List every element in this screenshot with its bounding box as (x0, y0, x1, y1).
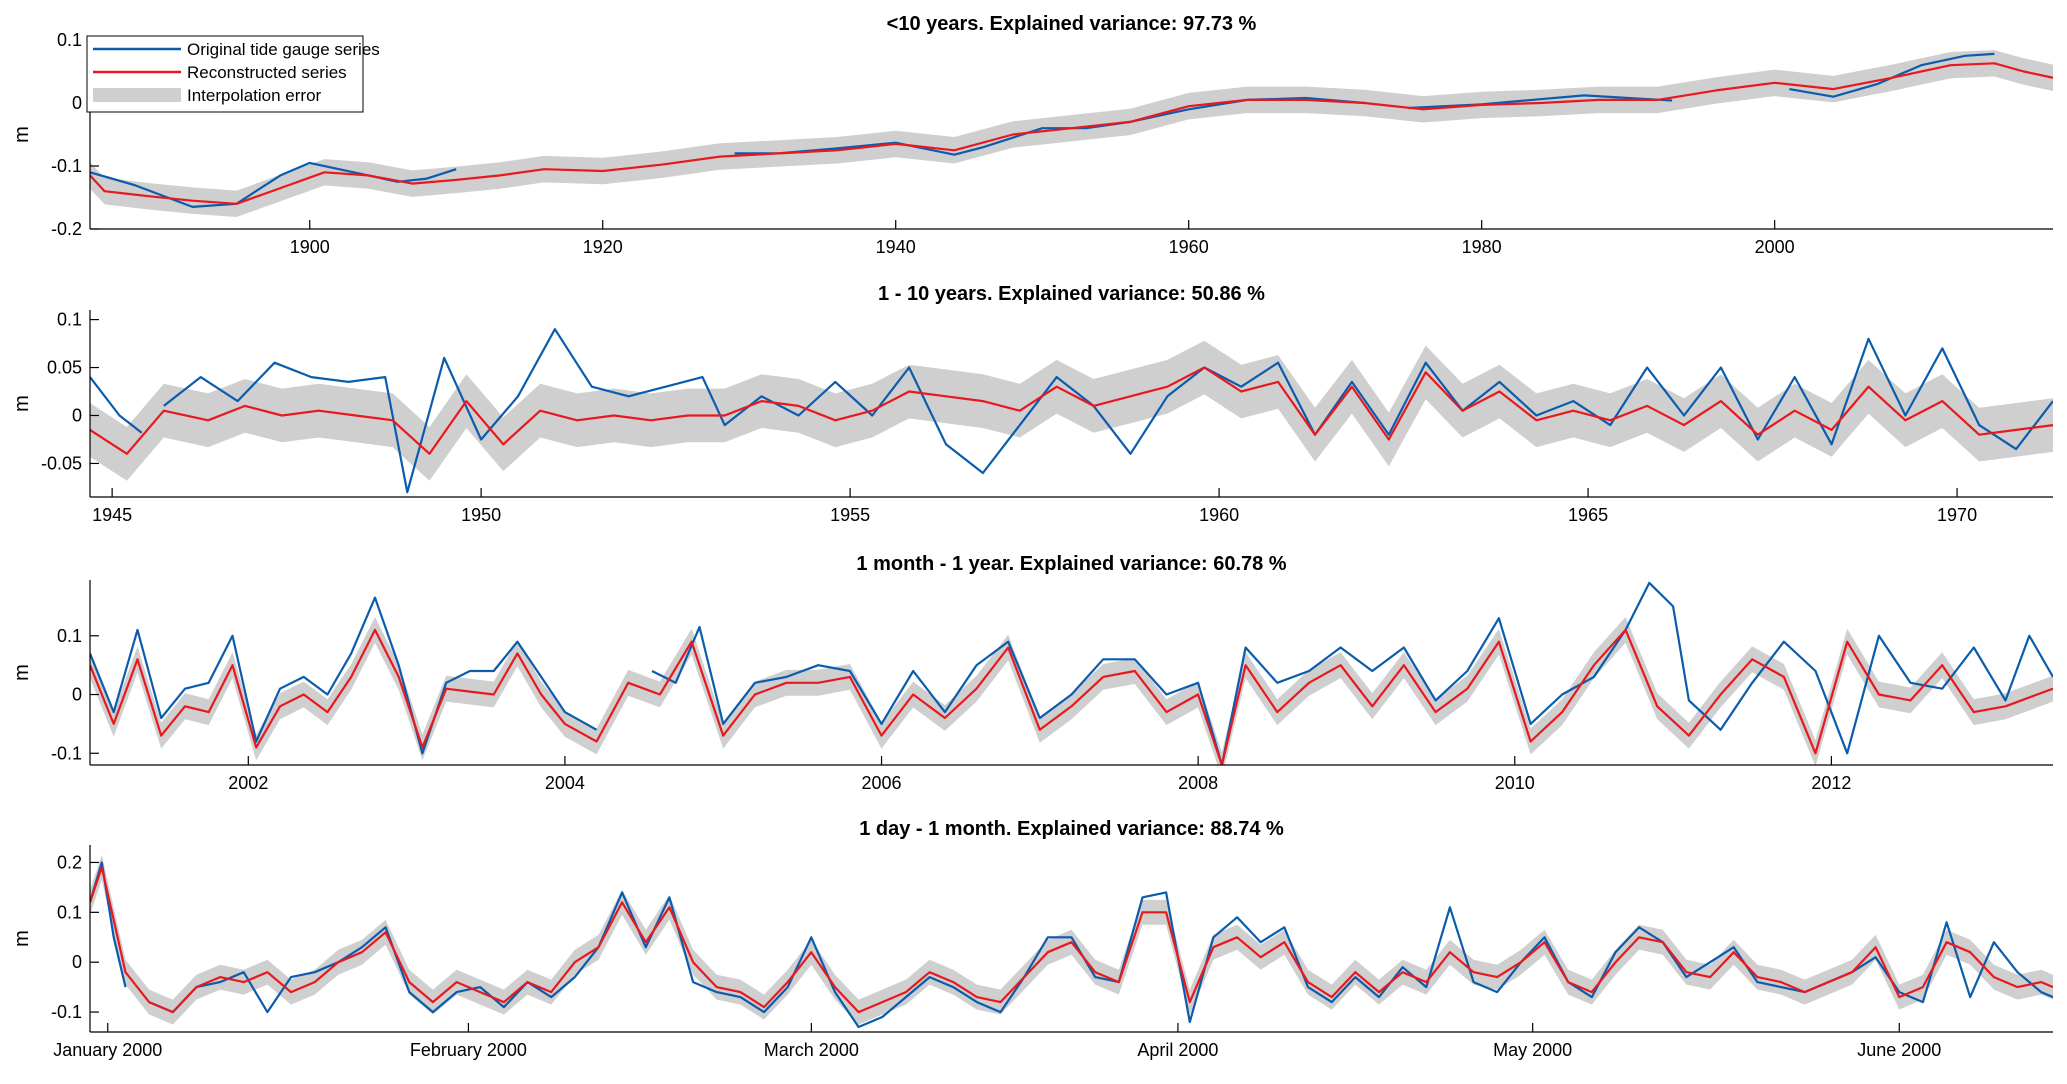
panel-4-xtick-label: January 2000 (53, 1040, 162, 1060)
panel-1-ytick-label: -0.1 (51, 156, 82, 176)
panel-2-xtick-label: 1960 (1199, 505, 1239, 525)
panel-1-xtick-label: 2000 (1755, 237, 1795, 257)
panel-3-xtick-label: 2010 (1495, 773, 1535, 793)
panel-3-ytick-label: 0.1 (57, 626, 82, 646)
panel-1-xtick-label: 1980 (1462, 237, 1502, 257)
panel-2-original-segment-1 (90, 376, 143, 434)
panel-2-ytick-label: 0.1 (57, 310, 82, 330)
panel-1-xtick-label: 1960 (1169, 237, 1209, 257)
panel-3: 2002 2004 2006 2008 2010 2012 -0.1 0 0.1 m 1 month… (11, 553, 2053, 793)
panel-3-xtick-label: 2004 (545, 773, 585, 793)
panel-1-plot-area (90, 50, 2053, 217)
panel-3-error-band (90, 617, 2053, 765)
panel-2-xtick-label: 1965 (1568, 505, 1608, 525)
panel-1-ylabel: m (11, 126, 33, 143)
panel-1-error-band (90, 50, 2053, 217)
panel-3-xtick-label: 2006 (862, 773, 902, 793)
panel-4-xtick-label: April 2000 (1137, 1040, 1218, 1060)
panel-4-plot-area (90, 855, 2053, 1029)
panel-1-xtick-label: 1900 (290, 237, 330, 257)
legend: Original tide gauge series Reconstructed… (86, 35, 380, 113)
panel-1-title: <10 years. Explained variance: 97.73 % (887, 13, 1257, 35)
panel-1-xtick-label: 1920 (583, 237, 623, 257)
panel-4-ytick-label: 0.1 (57, 902, 82, 922)
panel-2-xtick-label: 1955 (830, 505, 870, 525)
panel-1-ytick-label: 0 (72, 93, 82, 113)
panel-3-xtick-label: 2008 (1178, 773, 1218, 793)
panel-1-xtick-label: 1940 (876, 237, 916, 257)
panel-2-ylabel: m (11, 395, 33, 412)
panel-3-original-segment-1 (90, 596, 598, 755)
legend-error-swatch (93, 88, 181, 102)
panel-1-original-segment-1 (90, 161, 457, 208)
panel-2-reconstructed-line (90, 366, 2053, 455)
panel-4-error-band (90, 855, 2053, 1025)
panel-2-ytick-label: -0.05 (41, 453, 82, 473)
panel-2-error-band (90, 340, 2053, 481)
panel-3-ylabel: m (11, 664, 33, 681)
panel-4-xtick-label: June 2000 (1857, 1040, 1941, 1060)
panel-4-ytick-label: 0 (72, 952, 82, 972)
panel-2-xtick-label: 1950 (461, 505, 501, 525)
legend-reconstructed-label: Reconstructed series (187, 63, 347, 82)
panel-4-xtick-label: May 2000 (1493, 1040, 1572, 1060)
panel-4: January 2000 February 2000 March 2000 April… (11, 818, 2053, 1060)
panel-1-original-segment-4 (1789, 52, 1995, 98)
legend-original-label: Original tide gauge series (187, 40, 380, 59)
panel-4-ytick-label: -0.1 (51, 1002, 82, 1022)
panel-4-xtick-label: February 2000 (410, 1040, 527, 1060)
panel-3-title: 1 month - 1 year. Explained variance: 60… (856, 553, 1286, 575)
panel-2: 1945 1950 1955 1960 1965 1970 -0.05 0 0.05 0.1 m 1 … (11, 283, 2053, 525)
panel-2-xtick-label: 1970 (1937, 505, 1977, 525)
panel-4-xtick-label: March 2000 (764, 1040, 859, 1060)
panel-2-ytick-label: 0 (72, 405, 82, 425)
panel-4-ylabel: m (11, 930, 33, 947)
panel-3-original-segment-2 (651, 581, 2053, 765)
panel-4-title: 1 day - 1 month. Explained variance: 88.… (859, 818, 1284, 840)
panel-4-ytick-label: 0.2 (57, 852, 82, 872)
panel-1-ytick-label: 0.1 (57, 30, 82, 50)
panel-1: 1900 1920 1940 1960 1980 2000 -0.2 -0.1 0 0.1 m <10… (11, 13, 2053, 257)
panel-3-plot-area (90, 581, 2053, 765)
legend-error-label: Interpolation error (187, 86, 322, 105)
panels: 1900 1920 1940 1960 1980 2000 -0.2 -0.1 0 0.1 m <10… (11, 13, 2053, 1060)
panel-2-title: 1 - 10 years. Explained variance: 50.86 … (878, 283, 1265, 305)
panel-3-xtick-label: 2002 (228, 773, 268, 793)
panel-4-reconstructed-line (90, 866, 2053, 1014)
panel-2-ytick-label: 0.05 (47, 358, 82, 378)
panel-4-original-segment-1 (90, 861, 127, 988)
panel-3-reconstructed-line (90, 628, 2053, 765)
panel-1-ytick-label: -0.2 (51, 219, 82, 239)
panel-2-xtick-label: 1945 (92, 505, 132, 525)
panel-3-ytick-label: -0.1 (51, 743, 82, 763)
panel-2-plot-area (90, 328, 2053, 494)
panel-3-xtick-label: 2012 (1811, 773, 1851, 793)
panel-1-reconstructed-line (90, 62, 2053, 205)
panel-3-ytick-label: 0 (72, 685, 82, 705)
